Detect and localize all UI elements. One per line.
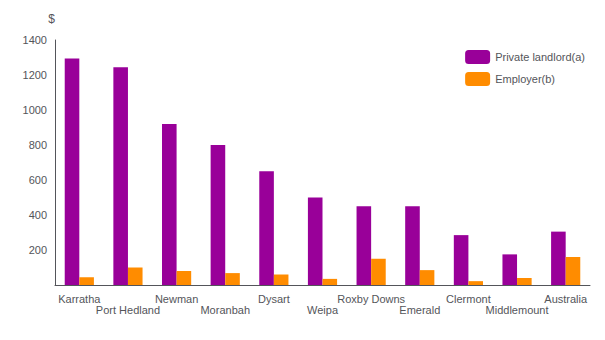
- svg-text:Port Hedland: Port Hedland: [96, 304, 160, 316]
- svg-text:Newman: Newman: [155, 293, 198, 305]
- svg-text:1400: 1400: [23, 34, 47, 46]
- svg-text:800: 800: [29, 139, 47, 151]
- svg-text:Dysart: Dysart: [258, 293, 290, 305]
- svg-text:400: 400: [29, 209, 47, 221]
- svg-text:Karratha: Karratha: [58, 293, 101, 305]
- svg-text:1200: 1200: [23, 69, 47, 81]
- svg-text:Employer(b): Employer(b): [495, 73, 555, 85]
- svg-text:Middlemount: Middlemount: [486, 304, 549, 316]
- svg-text:Private landlord(a): Private landlord(a): [495, 51, 585, 63]
- svg-text:$: $: [48, 12, 55, 26]
- svg-text:Roxby Downs: Roxby Downs: [337, 293, 405, 305]
- svg-text:200: 200: [29, 244, 47, 256]
- svg-text:Australia: Australia: [544, 293, 588, 305]
- svg-text:Moranbah: Moranbah: [200, 304, 250, 316]
- svg-text:Weipa: Weipa: [307, 304, 339, 316]
- svg-text:Emerald: Emerald: [399, 304, 440, 316]
- svg-text:Clermont: Clermont: [446, 293, 491, 305]
- svg-text:600: 600: [29, 174, 47, 186]
- svg-text:1000: 1000: [23, 104, 47, 116]
